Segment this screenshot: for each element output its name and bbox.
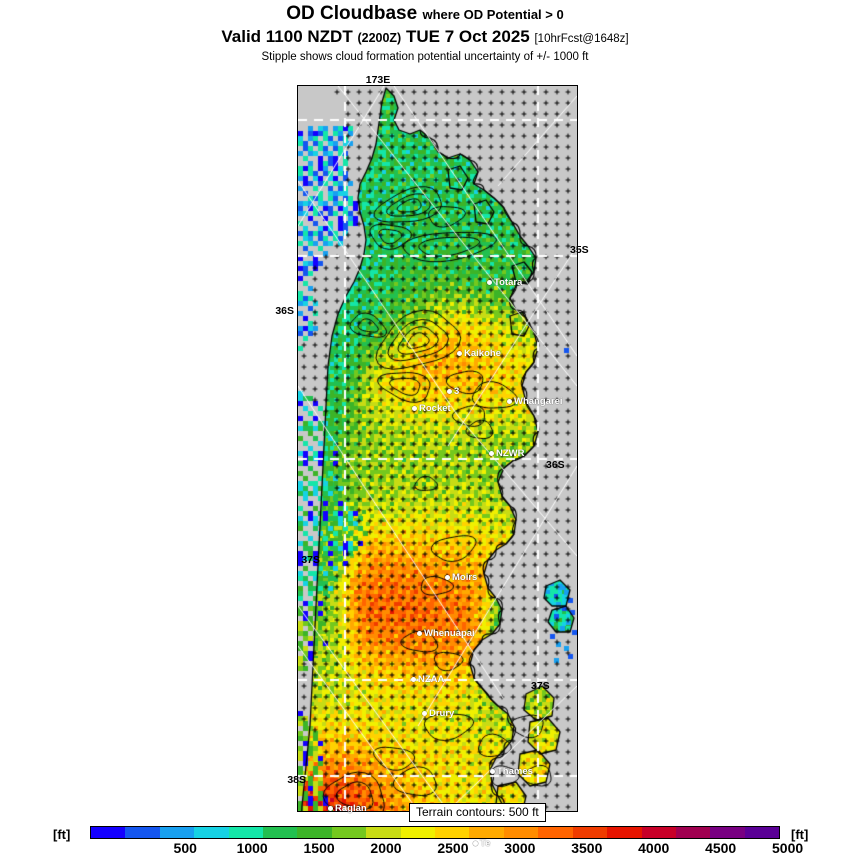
colorbar-tick-4500: 4500 [705, 840, 736, 856]
colorbar-segment-13 [538, 827, 572, 838]
colorbar-unit-right: [ft] [791, 827, 808, 842]
colorbar-segment-12 [504, 827, 538, 838]
colorbar-tick-2500: 2500 [437, 840, 468, 856]
colorbar-segment-18 [710, 827, 744, 838]
colorbar-segment-19 [745, 827, 779, 838]
colorbar-segment-15 [607, 827, 641, 838]
forecast-map[interactable]: Totara Kaikohe 3 Rocket Whangarei NZWR Moirs Wh… [297, 85, 578, 812]
title-line-1: OD Cloudbase where OD Potential > 0 [0, 0, 850, 26]
colorbar-tick-1000: 1000 [237, 840, 268, 856]
colorbar-unit-left: [ft] [53, 827, 70, 842]
colorbar-segment-4 [229, 827, 263, 838]
title-condition: where OD Potential > 0 [422, 7, 563, 22]
colorbar-segment-10 [435, 827, 469, 838]
colorbar-segment-3 [194, 827, 228, 838]
valid-time-utc: (2200Z) [357, 31, 401, 45]
colorbar-tick-1500: 1500 [304, 840, 335, 856]
colorbar-segment-16 [642, 827, 676, 838]
colorbar-segment-5 [263, 827, 297, 838]
colorbar-segment-8 [366, 827, 400, 838]
valid-time: Valid 1100 NZDT [221, 27, 352, 46]
cloudbase-heatmap-canvas [298, 86, 577, 811]
colorbar-segment-17 [676, 827, 710, 838]
colorbar-gradient [90, 826, 780, 839]
colorbar-segment-0 [91, 827, 125, 838]
graticule-label-173e: 173E [366, 74, 391, 86]
title-main: OD Cloudbase [286, 3, 417, 24]
colorbar-segment-11 [469, 827, 503, 838]
colorbar-tick-labels: 500 1000 1500 2000 2500 3000 3500 4000 4500 5000 [90, 840, 780, 858]
colorbar-tick-2000: 2000 [370, 840, 401, 856]
colorbar-tick-5000: 5000 [772, 840, 803, 856]
colorbar-segment-6 [297, 827, 331, 838]
forecast-hour: [10hrFcst@1648z] [534, 33, 628, 45]
valid-date: TUE 7 Oct 2025 [406, 27, 530, 46]
colorbar-segment-1 [125, 827, 159, 838]
colorbar-segment-2 [160, 827, 194, 838]
colorbar-segment-9 [401, 827, 435, 838]
colorbar-tick-500: 500 [174, 840, 197, 856]
terrain-contour-legend: Terrain contours: 500 ft [409, 803, 546, 822]
graticule-label-36s: 36S [275, 305, 294, 317]
colorbar-tick-3500: 3500 [571, 840, 602, 856]
colorbar: [ft] 500 1000 1500 2000 2500 3000 3500 4000 4500… [0, 826, 850, 860]
colorbar-tick-3000: 3000 [504, 840, 535, 856]
stipple-note: Stipple shows cloud formation potential … [0, 50, 850, 65]
colorbar-segment-14 [573, 827, 607, 838]
title-block: OD Cloudbase where OD Potential > 0 Vali… [0, 0, 850, 65]
colorbar-segment-7 [332, 827, 366, 838]
terrain-contour-text: Terrain contours: 500 ft [416, 805, 539, 819]
title-line-2: Valid 1100 NZDT (2200Z) TUE 7 Oct 2025 [… [0, 26, 850, 50]
colorbar-tick-4000: 4000 [638, 840, 669, 856]
